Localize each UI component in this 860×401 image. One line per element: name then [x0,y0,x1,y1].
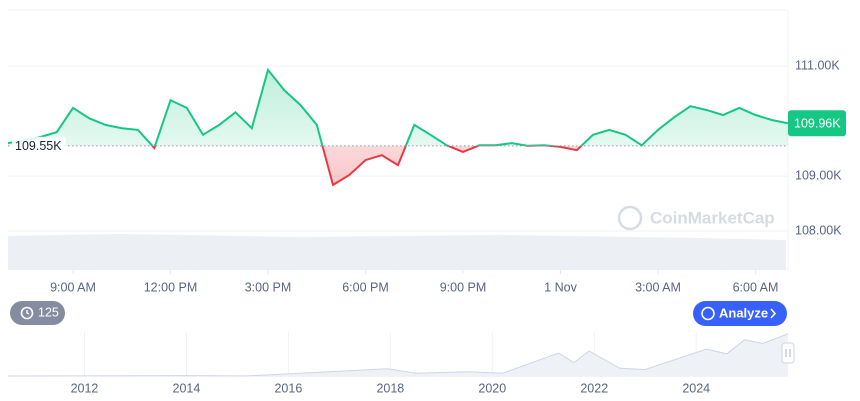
current-price-badge [788,110,846,137]
watermark-logo [617,205,643,231]
navigator-tick-label: 2024 [682,381,710,395]
x-tick-label: 9:00 PM [440,280,487,294]
y-tick-label: 108.00K [795,223,842,237]
x-tick-label: 9:00 AM [50,280,96,294]
navigator-area [8,333,788,376]
watermark-text: CoinMarketCap [650,208,775,227]
x-tick-label: 6:00 PM [342,280,389,294]
baseline-label: 109.55K [15,139,62,153]
current-price-label: 109.96K [794,117,841,131]
history-badge[interactable]: 125 [10,301,65,325]
x-tick-label: 1 Nov [544,280,577,294]
navigator: 2012 2014 2016 2018 2020 2022 2024 [7,332,789,395]
analyze-icon [701,306,715,321]
navigator-tick-label: 2020 [478,381,506,395]
y-tick-label: 111.00K [795,58,840,72]
price-line-down [150,145,643,187]
history-badge-bg[interactable] [10,301,65,325]
history-icon-hands [26,310,30,315]
navigator-tick-label: 2014 [173,381,201,395]
area-up [8,69,788,146]
x-tick-label: 6:00 AM [733,280,779,294]
navigator-tick-label: 2016 [274,381,302,395]
x-tick-label: 12:00 PM [144,280,198,294]
price-line-up [8,67,788,146]
navigator-line [7,333,789,377]
navigator-tick-label: 2012 [71,381,99,395]
x-tick-label: 3:00 AM [635,280,681,294]
navigator-handle[interactable] [781,342,795,364]
baseline-label-bg [12,136,66,155]
x-tick-label: 3:00 PM [245,280,292,294]
y-tick-label: 109.00K [795,168,842,182]
history-icon [20,306,34,320]
history-count: 125 [38,305,59,319]
navigator-tick-label: 2022 [580,381,608,395]
analyze-chevron [770,308,777,319]
watermark: CoinMarketCap [617,205,775,231]
main-plot: 111.00K 109.00K 108.00K 9:00 AM 12:00 PM 3:00… [8,58,846,294]
navigator-tick-label: 2018 [376,381,404,395]
area-down [8,145,788,185]
analyze-button-bg[interactable] [693,301,787,326]
volume-area [8,234,786,270]
analyze-button[interactable]: Analyze [693,301,787,326]
analyze-label[interactable]: Analyze [719,305,768,320]
